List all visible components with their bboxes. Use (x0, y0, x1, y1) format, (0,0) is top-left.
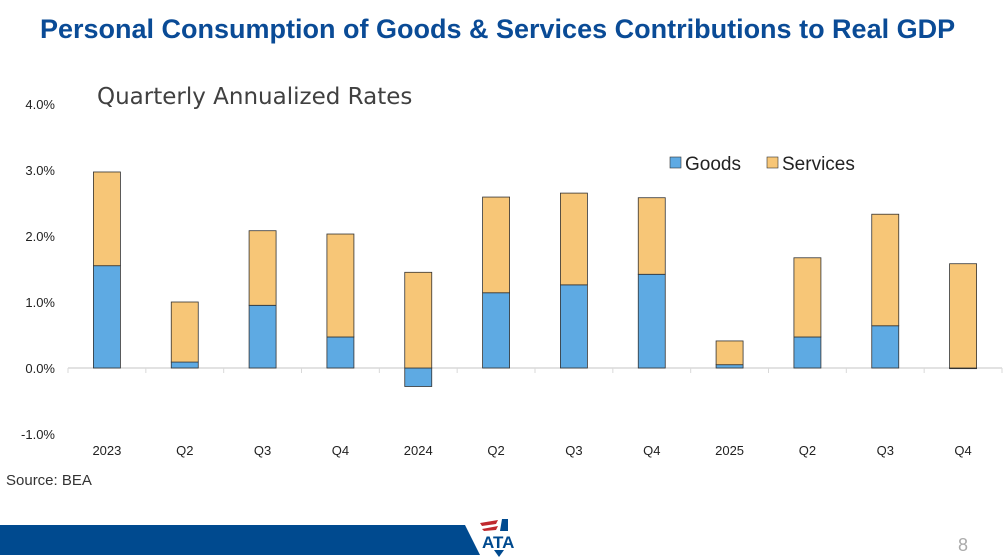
y-tick-label: 1.0% (25, 295, 55, 310)
bar-goods (93, 265, 121, 369)
y-tick-label: 4.0% (25, 97, 55, 112)
ata-logo: ATA (480, 519, 514, 557)
bar-services (248, 230, 277, 306)
y-tick-label: 2.0% (25, 229, 55, 244)
bar-goods (170, 361, 199, 369)
bar-goods (793, 336, 822, 369)
bar-goods (248, 304, 277, 369)
bar-services (871, 213, 900, 327)
source-note: Source: BEA (6, 472, 92, 489)
bar-services (560, 192, 588, 286)
x-tick-label: 2024 (404, 443, 433, 458)
bar-goods (871, 325, 900, 369)
x-tick-label: Q2 (487, 443, 504, 458)
slide-title: Personal Consumption of Goods & Services… (40, 14, 956, 44)
y-tick-label: 0.0% (25, 361, 55, 376)
bar-goods (326, 336, 355, 369)
legend-swatch-goods (669, 156, 682, 169)
legend-label-services: Services (782, 154, 855, 175)
chart-subtitle: Quarterly Annualized Rates (97, 84, 413, 110)
legend-swatch-services (766, 156, 779, 169)
x-tick-label: Q4 (954, 443, 971, 458)
bar-goods (715, 364, 744, 369)
bar-services (326, 233, 355, 338)
footer-band (0, 525, 480, 555)
svg-text:ATA: ATA (482, 533, 514, 552)
x-tick-label: Q2 (799, 443, 816, 458)
bar-services (793, 257, 822, 338)
x-tick-label: Q3 (565, 443, 582, 458)
x-tick-label: Q3 (254, 443, 271, 458)
bar-services (482, 196, 510, 294)
bar-goods (637, 273, 666, 369)
bar-goods (482, 292, 510, 369)
x-tick-label: 2023 (92, 443, 121, 458)
x-tick-label: Q4 (643, 443, 660, 458)
bar-services (404, 271, 433, 369)
y-tick-label: -1.0% (21, 427, 55, 442)
bar-services (949, 263, 977, 369)
bar-goods (404, 367, 433, 387)
legend-label-goods: Goods (685, 154, 741, 175)
x-tick-label: Q3 (877, 443, 894, 458)
bar-services (637, 197, 666, 275)
x-tick-label: Q2 (176, 443, 193, 458)
bar-services (715, 340, 744, 366)
stacked-bar-chart: -1.0% 0.0% 1.0% 2.0% 3.0% 4.0% 2023 Q2 Q3 Q4 2024 Q… (21, 97, 1003, 458)
bar-services (93, 171, 121, 267)
page-number: 8 (958, 535, 969, 555)
bar-services (170, 301, 199, 363)
y-tick-label: 3.0% (25, 163, 55, 178)
x-tick-label: Q4 (332, 443, 349, 458)
bar-goods (560, 284, 588, 369)
x-tick-label: 2025 (715, 443, 744, 458)
